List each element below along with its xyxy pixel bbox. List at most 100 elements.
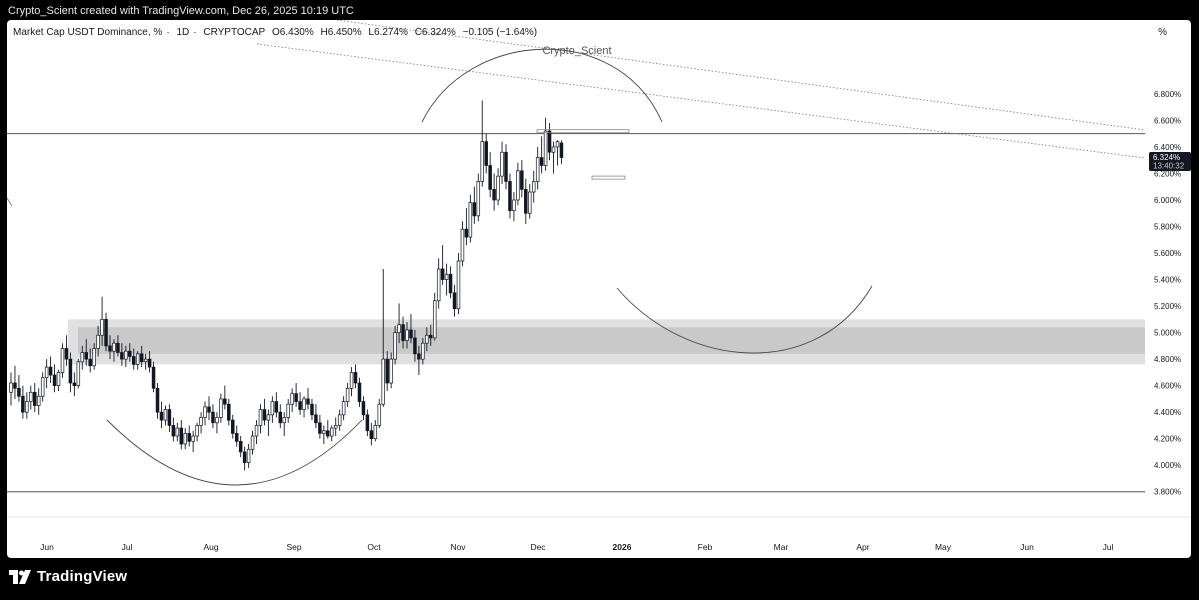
candle (96, 325, 100, 357)
candle (92, 343, 96, 370)
candle-body (444, 273, 449, 280)
candle (460, 221, 465, 267)
candle-body (44, 366, 49, 379)
candle (258, 404, 263, 434)
candle (337, 409, 342, 431)
candle (155, 382, 160, 419)
candle-body (290, 393, 294, 405)
candle (326, 420, 330, 439)
candle-body (13, 382, 17, 389)
candle-body (413, 337, 417, 355)
candle-body (349, 372, 354, 389)
candle-body (385, 358, 389, 384)
y-tick-label: 4.800% (1154, 355, 1181, 364)
arc-projected-bottom (616, 285, 873, 354)
y-tick-label: 4.200% (1154, 435, 1181, 444)
candle (555, 140, 560, 166)
legend-symbol: Market Cap USDT Dominance, % (13, 27, 163, 38)
candle-body (96, 334, 100, 349)
candle (306, 388, 310, 410)
candle-body (484, 141, 488, 166)
candle-body (76, 361, 81, 386)
candle-body (254, 425, 259, 437)
candle (413, 329, 417, 362)
candle-body (425, 334, 429, 344)
candle (68, 352, 73, 393)
candle (104, 312, 108, 352)
candle (207, 396, 211, 421)
candle (496, 168, 500, 206)
trendline-lower (256, 43, 1146, 159)
candle (381, 268, 385, 407)
candle (116, 335, 120, 357)
x-tick-label: Oct (367, 542, 381, 552)
candle-body (238, 440, 243, 453)
candle-body (132, 356, 136, 365)
candle-body (64, 348, 69, 360)
x-tick-label: 2026 (613, 542, 632, 552)
candle (183, 428, 187, 450)
candle (318, 414, 322, 439)
candle (425, 327, 429, 352)
candle (417, 345, 421, 376)
candle-body (432, 300, 437, 339)
candle-body (52, 374, 57, 386)
tradingview-logo[interactable]: TradingView (9, 568, 127, 585)
zone-inner (78, 327, 1145, 354)
x-tick-label: Dec (530, 542, 546, 552)
candle-body (531, 181, 536, 193)
candle (60, 343, 65, 378)
legend-high: H6.450% (320, 27, 362, 38)
price-chart[interactable]: Crypto_Scient 3.800% 4.000% 4.200% 4.400% 4.… (7, 20, 1191, 558)
candle (528, 184, 532, 219)
candle (242, 446, 247, 471)
candle-body (539, 157, 544, 166)
candle (151, 361, 156, 393)
candle-body (223, 398, 227, 405)
candle-body (326, 430, 330, 437)
y-tick-label: 5.000% (1154, 329, 1181, 338)
candle (21, 385, 25, 419)
candle-body (179, 427, 184, 445)
arc-rounded-bottom (106, 419, 363, 486)
candle (132, 348, 136, 370)
candle-body (104, 318, 108, 347)
candle-body (389, 358, 393, 384)
candle-body (476, 181, 481, 217)
candle (234, 425, 239, 447)
candle (203, 401, 207, 426)
candle (345, 382, 350, 407)
candle-body (112, 342, 116, 352)
candle (88, 348, 92, 373)
candle-body (504, 151, 508, 182)
candle (231, 414, 235, 439)
candle-body (330, 427, 334, 437)
candle (369, 422, 374, 446)
candle-body (135, 353, 140, 365)
candle (365, 409, 370, 437)
candle-body (40, 377, 45, 397)
tradingview-logo-icon (9, 569, 31, 584)
candle-body (409, 329, 413, 339)
candle (476, 173, 481, 222)
candle (294, 382, 298, 407)
candle-body (357, 382, 362, 402)
candle (44, 359, 49, 389)
candle (80, 345, 85, 370)
candle-body (365, 414, 370, 432)
attribution-bar: Crypto_Scient created with TradingView.c… (0, 0, 1199, 22)
candle-body (393, 332, 397, 360)
y-tick-label: 5.400% (1154, 276, 1181, 285)
candle (492, 173, 496, 211)
candle (524, 178, 528, 224)
candle (290, 388, 294, 413)
candle-body (36, 395, 41, 406)
candle-body (436, 268, 441, 302)
chart-panel[interactable]: Crypto_Scient 3.800% 4.000% 4.200% 4.400% 4.… (7, 20, 1191, 558)
x-tick-label: Sep (286, 542, 301, 552)
y-tick-label: 4.600% (1154, 382, 1181, 391)
candle (520, 160, 524, 198)
candle (64, 335, 69, 366)
candle (195, 422, 199, 442)
candle (480, 100, 484, 187)
